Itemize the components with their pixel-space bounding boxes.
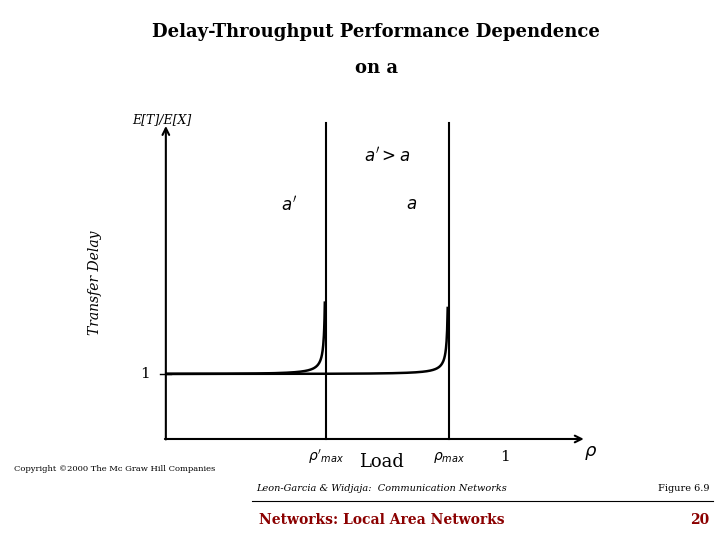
Text: Leon-Garcia & Widjaja:  Communication Networks: Leon-Garcia & Widjaja: Communication Net…	[256, 484, 507, 493]
Text: Copyright ©2000 The Mc Graw Hill Companies: Copyright ©2000 The Mc Graw Hill Compani…	[14, 465, 216, 472]
Text: $\rho$: $\rho$	[584, 444, 597, 462]
Text: Transfer Delay: Transfer Delay	[88, 231, 102, 335]
Text: on a: on a	[355, 58, 397, 77]
Text: $a$: $a$	[406, 196, 417, 213]
Text: Figure 6.9: Figure 6.9	[657, 484, 709, 493]
Text: 20: 20	[690, 514, 709, 528]
Text: E[T]/E[X]: E[T]/E[X]	[132, 113, 192, 126]
Text: $a'$: $a'$	[281, 195, 297, 214]
Text: $a' > a$: $a' > a$	[364, 146, 410, 165]
Text: $\rho'_{max}$: $\rho'_{max}$	[308, 448, 344, 467]
Text: 1: 1	[140, 367, 150, 381]
Text: Networks: Local Area Networks: Networks: Local Area Networks	[258, 514, 505, 528]
Text: Delay-Throughput Performance Dependence: Delay-Throughput Performance Dependence	[152, 23, 600, 40]
Text: $\rho_{max}$: $\rho_{max}$	[433, 450, 465, 465]
Text: Load: Load	[359, 453, 404, 470]
Text: 1: 1	[500, 450, 510, 464]
